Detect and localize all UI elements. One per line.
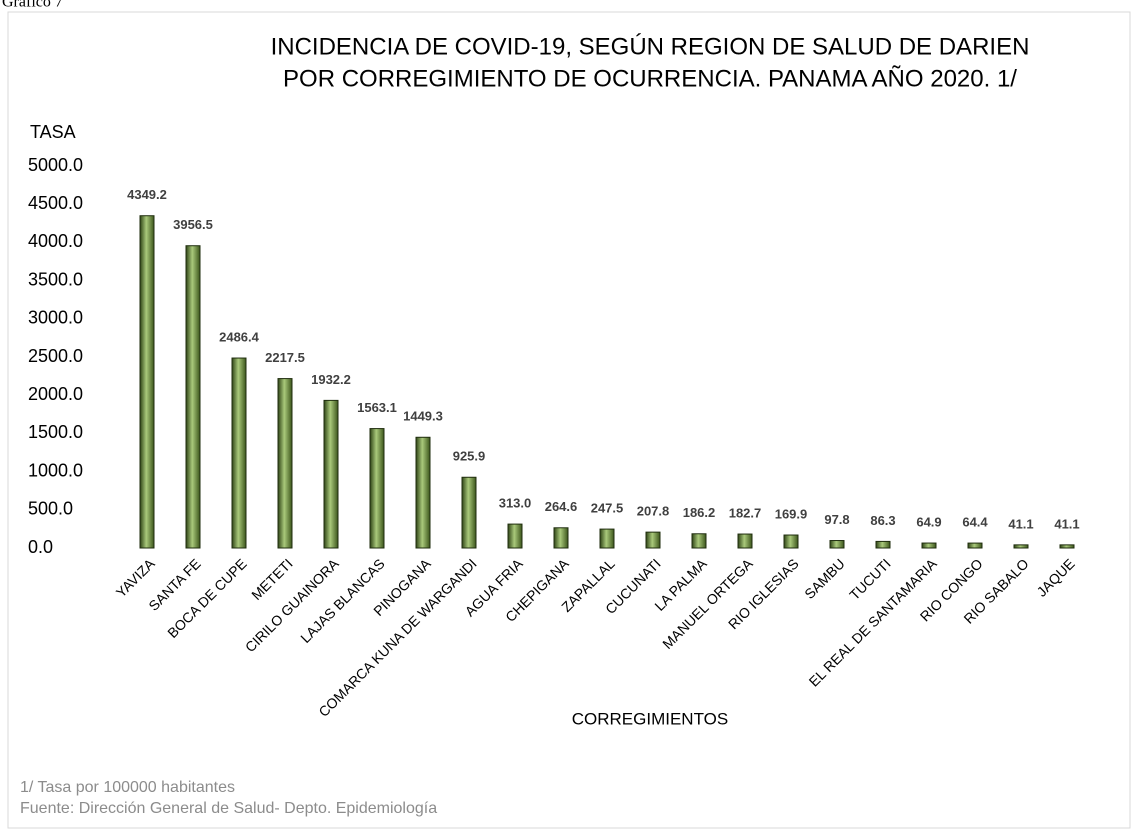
bar bbox=[967, 542, 983, 549]
value-label: 1932.2 bbox=[311, 372, 351, 387]
bar bbox=[461, 476, 477, 549]
value-label: 313.0 bbox=[499, 496, 532, 511]
bar bbox=[553, 527, 569, 549]
value-label: 3956.5 bbox=[173, 217, 213, 232]
bar bbox=[1013, 544, 1029, 549]
value-label: 64.9 bbox=[916, 514, 941, 529]
chart-title: INCIDENCIA DE COVID-19, SEGÚN REGION DE … bbox=[271, 33, 1030, 60]
bar bbox=[369, 428, 385, 549]
footnote: 1/ Tasa por 100000 habitantes bbox=[20, 779, 235, 796]
y-tick-label: 0.0 bbox=[28, 537, 53, 557]
y-tick-label: 2500.0 bbox=[28, 346, 83, 366]
bar bbox=[829, 540, 845, 549]
y-axis-title: TASA bbox=[30, 122, 76, 142]
bar bbox=[139, 215, 155, 549]
y-tick-label: 3000.0 bbox=[28, 308, 83, 328]
bar bbox=[875, 540, 891, 549]
y-tick-label: 1000.0 bbox=[28, 460, 83, 480]
y-tick-label: 4000.0 bbox=[28, 231, 83, 251]
x-axis-title: CORREGIMIENTOS bbox=[572, 709, 728, 728]
bar bbox=[507, 523, 523, 549]
chart-frame bbox=[7, 11, 1131, 829]
value-label: 2486.4 bbox=[219, 329, 260, 344]
value-label: 97.8 bbox=[824, 512, 849, 527]
bar bbox=[691, 533, 707, 549]
bar bbox=[185, 245, 201, 549]
value-label: 264.6 bbox=[545, 499, 578, 514]
y-tick-label: 500.0 bbox=[28, 499, 73, 519]
value-label: 41.1 bbox=[1054, 516, 1079, 531]
y-tick-label: 3500.0 bbox=[28, 269, 83, 289]
bar bbox=[415, 436, 431, 549]
bar bbox=[645, 531, 661, 549]
value-label: 207.8 bbox=[637, 504, 670, 519]
value-label: 247.5 bbox=[591, 501, 624, 516]
bar bbox=[921, 542, 937, 549]
bar bbox=[277, 378, 293, 549]
value-label: 1449.3 bbox=[403, 409, 443, 424]
value-label: 169.9 bbox=[775, 506, 808, 521]
value-label: 1563.1 bbox=[357, 400, 397, 415]
value-label: 186.2 bbox=[683, 505, 716, 520]
bar bbox=[323, 399, 339, 549]
bar bbox=[783, 534, 799, 549]
bar bbox=[231, 357, 247, 549]
value-label: 64.4 bbox=[962, 515, 988, 530]
value-label: 86.3 bbox=[870, 513, 895, 528]
bar bbox=[737, 533, 753, 549]
y-tick-label: 1500.0 bbox=[28, 422, 83, 442]
caption: Gráfico 7 bbox=[2, 0, 63, 11]
chart-title: POR CORREGIMIENTO DE OCURRENCIA. PANAMA … bbox=[283, 65, 1017, 92]
value-label: 2217.5 bbox=[265, 350, 305, 365]
value-label: 925.9 bbox=[453, 449, 486, 464]
y-tick-label: 2000.0 bbox=[28, 384, 83, 404]
value-label: 182.7 bbox=[729, 505, 762, 520]
y-tick-label: 4500.0 bbox=[28, 193, 83, 213]
source: Fuente: Dirección General de Salud- Dept… bbox=[20, 800, 437, 817]
value-label: 4349.2 bbox=[127, 187, 167, 202]
bar bbox=[599, 528, 615, 549]
bar bbox=[1059, 544, 1075, 549]
y-tick-label: 5000.0 bbox=[28, 155, 83, 175]
value-label: 41.1 bbox=[1008, 516, 1033, 531]
